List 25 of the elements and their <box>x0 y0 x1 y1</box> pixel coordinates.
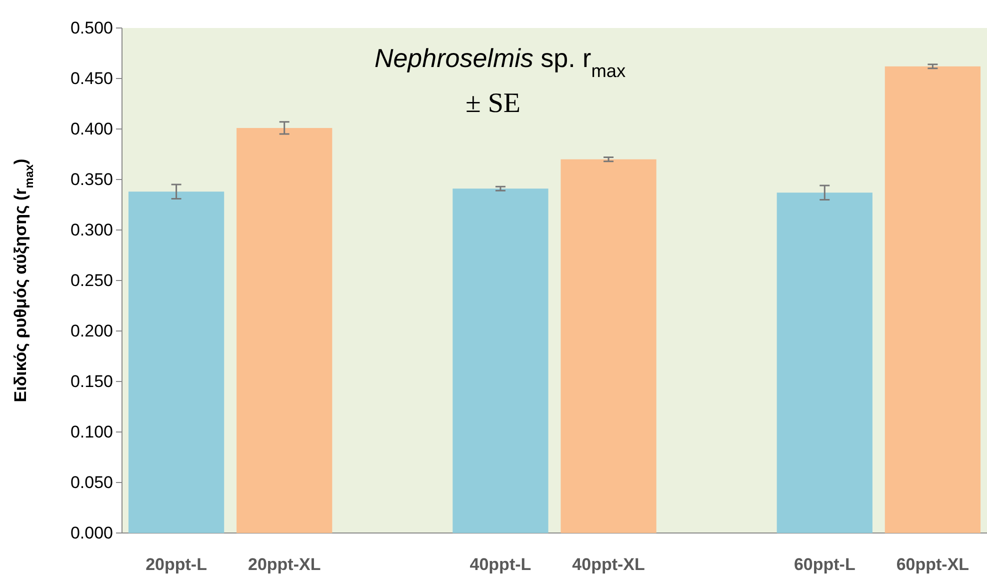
y-tick-label: 0.200 <box>70 321 113 340</box>
y-tick-label: 0.100 <box>70 422 113 442</box>
y-tick-label: 0.300 <box>70 220 113 240</box>
bar <box>452 188 548 533</box>
y-tick-label: 0.250 <box>70 270 113 290</box>
y-tick-label: 0.450 <box>70 68 113 88</box>
text: Nephroselmis sp. r$_{max}$ <box>374 43 626 81</box>
y-tick-label: 0.350 <box>70 170 113 189</box>
x-tick-label: 20ppt-XL <box>248 555 321 574</box>
x-tick-label: 60ppt-XL <box>896 555 970 574</box>
bar <box>236 128 332 533</box>
y-tick-label: 0.400 <box>70 119 113 138</box>
x-tick-label: 40ppt-XL <box>572 555 645 574</box>
bar <box>128 192 224 533</box>
y-tick-label: 0.500 <box>70 18 113 38</box>
x-tick-label: 40ppt-L <box>470 555 532 574</box>
x-tick-label: 20ppt-L <box>146 555 207 574</box>
bar <box>776 192 872 533</box>
y-tick-label: 0.050 <box>70 472 113 492</box>
bar <box>560 159 656 533</box>
y-tick-label: 0.150 <box>70 372 113 391</box>
bar <box>884 66 981 533</box>
text: ± SE <box>465 88 521 119</box>
x-tick-label: 60ppt-L <box>794 555 856 574</box>
y-tick-label: 0.000 <box>70 523 113 542</box>
